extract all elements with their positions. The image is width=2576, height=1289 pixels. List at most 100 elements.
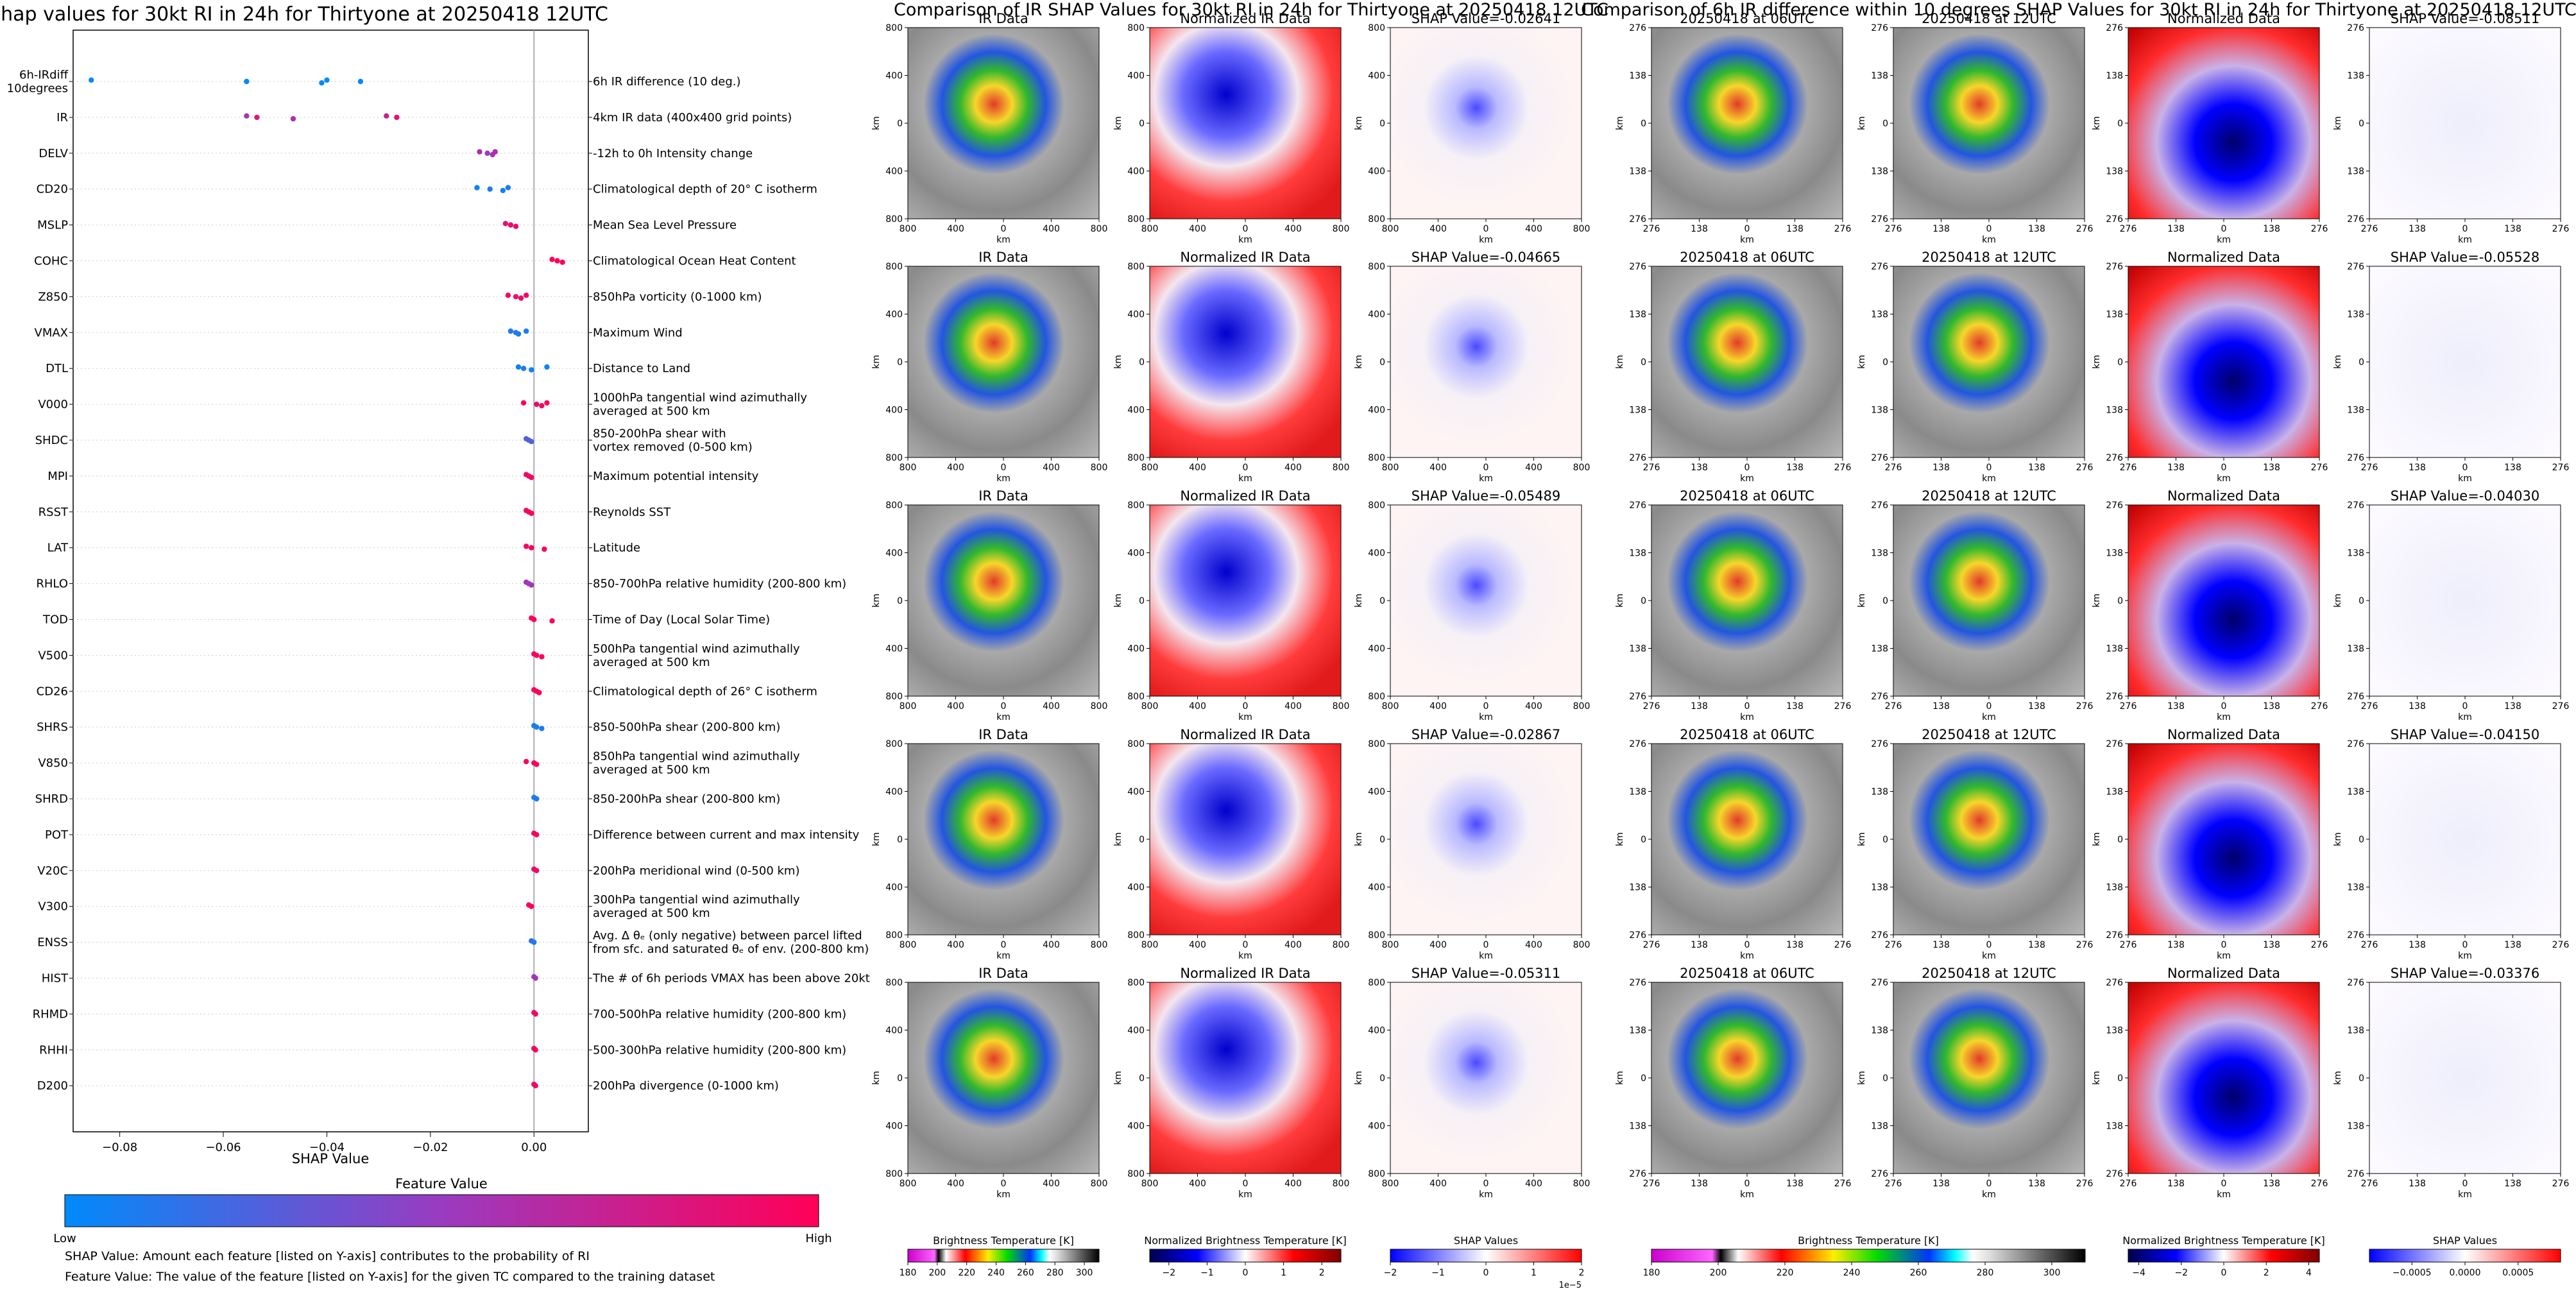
panel-image [907,266,1100,458]
x-axis-label: km [1479,712,1493,722]
colorbar-tick-label: 0 [1243,1268,1249,1278]
y-tick-label: 400 [1127,549,1145,559]
x-tick-label: 138 [1691,463,1708,473]
x-axis-label: km [1238,474,1252,484]
shap-point [520,400,527,406]
y-tick-label: 276 [1629,978,1646,988]
y-tick-label: 0 [1139,119,1145,129]
x-tick-label: 276 [1643,224,1660,234]
y-tick-label: 0 [897,596,903,606]
panel-title: IR Data [978,966,1028,981]
feature-description: 850-200hPa shear (200-800 km) [593,792,780,806]
x-tick-label: 138 [1786,463,1804,473]
x-tick-label: 276 [2120,224,2137,234]
shap-point [492,149,498,155]
x-tick-label: 800 [1091,1179,1108,1189]
y-tick-label: 0 [2358,835,2364,845]
y-tick-label: 0 [2117,119,2123,129]
y-tick-label: 800 [1368,930,1385,941]
panel-title: SHAP Value=-0.05489 [1412,488,1561,504]
panel-image [1390,504,1582,697]
x-tick-label: 276 [2361,224,2378,234]
y-axis-label: km [1857,593,1867,608]
image-panel: SHAP Value=-0.02867800800400400004004008… [1354,727,1590,961]
x-tick-label: 138 [2409,701,2426,712]
y-tick-label: 0 [2358,357,2364,368]
shap-point [529,367,534,373]
feature-name: V300 [38,900,68,914]
feature-name: RSST [38,506,69,519]
x-tick-label: −0.04 [309,1141,345,1154]
x-axis-label: km [996,1190,1011,1200]
y-tick-label: 276 [1871,262,1888,272]
x-tick-label: 0 [1744,940,1750,950]
panel-title: 20250418 at 06UTC [1680,11,1814,26]
shap-point [529,439,534,445]
shap-point [324,77,330,83]
x-tick-label: 400 [1525,224,1542,234]
shap-point [319,80,325,86]
panel-image [2369,743,2561,935]
panel-image [2128,504,2320,697]
y-tick-label: 0 [1882,1073,1888,1084]
shap-point [549,618,555,624]
x-tick-label: 800 [900,1179,917,1189]
y-tick-label: 276 [1629,453,1646,463]
y-tick-label: 138 [2106,644,2123,654]
x-tick-label: 276 [2311,940,2328,950]
y-tick-label: 0 [897,119,903,129]
x-axis-label: km [1982,235,1996,245]
y-tick-label: 400 [1368,71,1385,81]
x-tick-label: 800 [1141,701,1159,712]
y-tick-label: 138 [2106,310,2123,320]
panel-image [2369,27,2561,219]
x-tick-label: 800 [900,463,917,473]
y-tick-label: 400 [885,405,903,416]
y-tick-label: 138 [1871,71,1888,81]
y-axis-label: km [871,593,882,608]
feature-name: VMAX [35,326,69,339]
x-tick-label: 400 [1189,1179,1206,1189]
y-tick-label: 138 [2347,644,2364,654]
y-axis-label: km [1354,116,1364,130]
x-axis-label: km [1740,235,1754,245]
x-tick-label: 800 [900,224,917,234]
feature-description: 850-200hPa shear with vortex removed (0-5… [593,427,753,454]
y-tick-label: 0 [2358,119,2364,129]
colorbar-tick-label: −1 [1200,1268,1214,1278]
feature-description: Avg. Δ θₑ (only negative) between parcel… [593,929,869,956]
panel-image [1893,504,2085,697]
y-tick-label: 276 [2106,978,2123,988]
y-tick-label: 0 [1641,596,1646,606]
feature-description: 1000hPa tangential wind azimuthally avera… [593,391,807,418]
x-tick-label: 400 [1189,224,1206,234]
x-tick-label: 138 [2167,463,2185,473]
feature-description: 850hPa tangential wind azimuthally averag… [593,750,800,777]
y-tick-label: 800 [1127,739,1145,749]
x-tick-label: 138 [1932,463,1950,473]
shap-point [533,975,538,981]
panel-image [2369,266,2561,458]
feature-description: 200hPa meridional wind (0-500 km) [593,864,799,878]
colorbar-gradient [1390,1249,1582,1263]
x-axis-label: km [1982,1190,1996,1200]
x-tick-label: 400 [1043,463,1060,473]
y-axis-label: km [2333,593,2343,608]
colorbar-label: SHAP Values [1454,1234,1518,1247]
y-tick-label: 800 [1127,930,1145,941]
image-panel: SHAP Value=-0.05528276276138138001381382… [2333,250,2569,484]
y-axis-label: km [2092,832,2102,846]
feature-name: DTL [46,362,68,375]
y-tick-label: 138 [2106,71,2123,81]
shap-point [513,223,519,229]
shap-point [529,903,534,909]
y-tick-label: 400 [1368,883,1385,893]
shap-point [487,186,493,192]
x-tick-label: 0 [1243,940,1249,950]
y-tick-label: 0 [2358,596,2364,606]
shap-point [534,867,540,874]
y-tick-label: 138 [1871,787,1888,798]
colorbar-label: Brightness Temperature [K] [933,1234,1074,1247]
